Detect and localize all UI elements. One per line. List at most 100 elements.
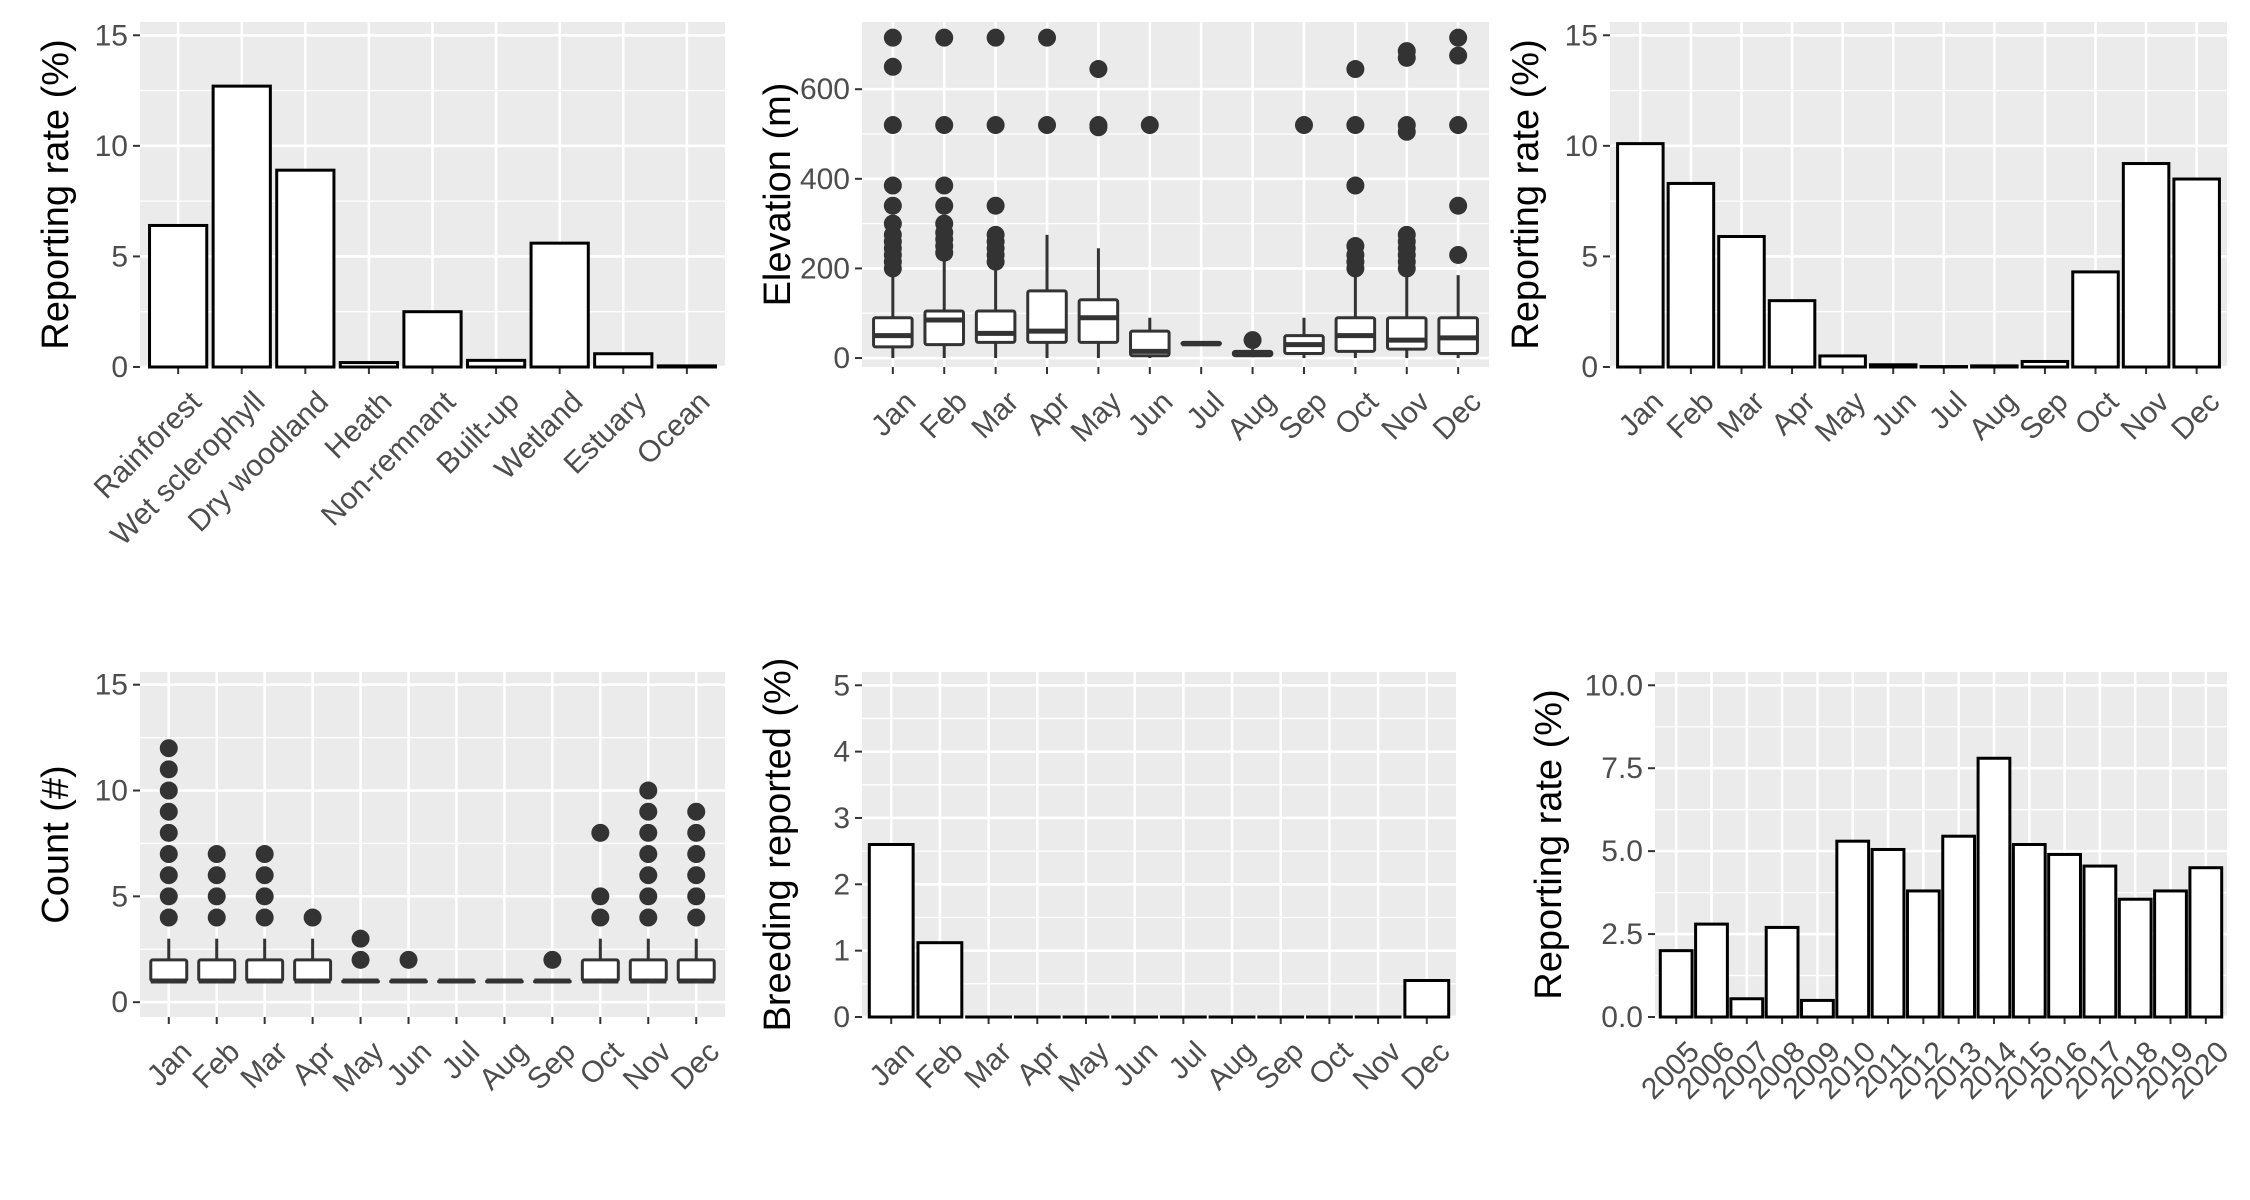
outlier-point — [1089, 116, 1108, 135]
box-body — [149, 958, 189, 983]
bar-2015 — [2011, 843, 2047, 1019]
y-tick-label: 3 — [833, 802, 850, 835]
bar-May — [1818, 354, 1867, 369]
box-body — [1077, 298, 1120, 344]
bar-Feb — [916, 941, 964, 1019]
y-tick-label: 10 — [1565, 130, 1598, 163]
x-tick-label: Jul — [1180, 385, 1230, 435]
x-tick-label: Feb — [186, 1035, 246, 1095]
y-tick-label: 15 — [1565, 19, 1598, 52]
bar-2012 — [1905, 889, 1941, 1019]
x-tick-label: May — [1809, 385, 1872, 448]
box-body — [245, 958, 285, 983]
outlier-point — [159, 739, 178, 758]
bar-2014 — [1976, 756, 2012, 1019]
box-body — [974, 309, 1017, 344]
box-Jun — [1129, 116, 1171, 359]
x-tick-label: Oct — [1329, 385, 1386, 442]
x-tick-label: May — [1052, 1035, 1115, 1098]
outlier-point — [1140, 116, 1159, 135]
y-tick-label: 5 — [833, 669, 850, 702]
y-tick-label: 7.5 — [1601, 752, 1643, 785]
x-tick-label: Jun — [1122, 385, 1180, 443]
y-axis-title: Reporting rate (%) — [1528, 689, 1570, 999]
outlier-point — [986, 225, 1005, 244]
outlier-point — [159, 781, 178, 800]
outlier-point — [1346, 176, 1365, 195]
y-tick-label: 0 — [111, 986, 128, 1019]
outlier-point — [591, 887, 610, 906]
box-Nov — [628, 781, 668, 984]
bar-Dec — [2172, 177, 2221, 369]
bar-Heath — [338, 361, 400, 369]
bar-Nov — [2121, 162, 2171, 369]
outlier-point — [159, 908, 178, 927]
outlier-point — [1346, 60, 1365, 79]
outlier-point — [543, 950, 562, 969]
x-tick-label: Sep — [1273, 385, 1334, 446]
y-tick-label: 2 — [833, 868, 850, 901]
bar-Jan — [1616, 142, 1665, 369]
outlier-point — [1397, 116, 1416, 135]
bar-Apr — [1767, 299, 1817, 369]
box-body — [1385, 316, 1428, 351]
outlier-point — [1397, 42, 1416, 61]
box-Aug — [484, 978, 524, 984]
chart-panel-count: 051015JanFebMarAprMayJunJulAugSepOctNovD… — [35, 669, 726, 1099]
box-May — [341, 929, 381, 984]
bar-Aug — [1970, 364, 2019, 369]
outlier-point — [883, 176, 902, 195]
y-tick-label: 600 — [800, 73, 850, 106]
x-tick-label: Sep — [521, 1035, 582, 1096]
outlier-point — [687, 887, 706, 906]
y-tick-label: 400 — [800, 163, 850, 196]
bar-Mar — [1717, 235, 1766, 369]
plot-background — [862, 22, 1489, 367]
outlier-point — [1038, 28, 1057, 47]
outlier-point — [1243, 331, 1262, 350]
bar-2006 — [1694, 922, 1729, 1019]
y-tick-label: 1 — [833, 935, 850, 968]
outlier-point — [351, 929, 370, 948]
y-tick-label: 15 — [95, 669, 128, 702]
bar-Ocean — [656, 364, 717, 369]
outlier-point — [883, 214, 902, 233]
box-Sep — [532, 950, 572, 984]
x-tick-label: Jan — [141, 1035, 199, 1093]
x-tick-label: Mar — [958, 1035, 1018, 1095]
outlier-point — [351, 950, 370, 969]
box-body — [580, 958, 620, 983]
y-tick-label: 10 — [95, 130, 128, 163]
outlier-point — [639, 781, 658, 800]
bar-2020 — [2188, 866, 2224, 1019]
outlier-point — [687, 823, 706, 842]
outlier-point — [1449, 245, 1468, 264]
outlier-point — [159, 760, 178, 779]
outlier-point — [207, 845, 226, 864]
outlier-point — [687, 908, 706, 927]
box-body — [293, 958, 333, 983]
y-tick-label: 5 — [1581, 240, 1598, 273]
outlier-point — [1449, 196, 1468, 215]
x-tick-label: Mar — [965, 385, 1025, 445]
box-Nov — [1385, 42, 1428, 359]
outlier-point — [207, 866, 226, 885]
x-tick-label: May — [1065, 385, 1128, 448]
outlier-point — [935, 214, 954, 233]
bar-2019 — [2153, 889, 2188, 1019]
bar-2018 — [2117, 897, 2153, 1019]
outlier-point — [159, 823, 178, 842]
box-Mar — [974, 28, 1017, 359]
y-tick-label: 5 — [111, 240, 128, 273]
outlier-point — [687, 802, 706, 821]
box-Jan — [872, 28, 914, 359]
bar-2017 — [2082, 864, 2118, 1019]
bar-2009 — [1800, 998, 1835, 1019]
box-Aug — [1231, 331, 1274, 358]
outlier-point — [159, 845, 178, 864]
outlier-point — [986, 196, 1005, 215]
outlier-point — [399, 950, 418, 969]
box-Jul — [1180, 340, 1222, 347]
outlier-point — [687, 866, 706, 885]
x-tick-label: Feb — [910, 1035, 970, 1095]
